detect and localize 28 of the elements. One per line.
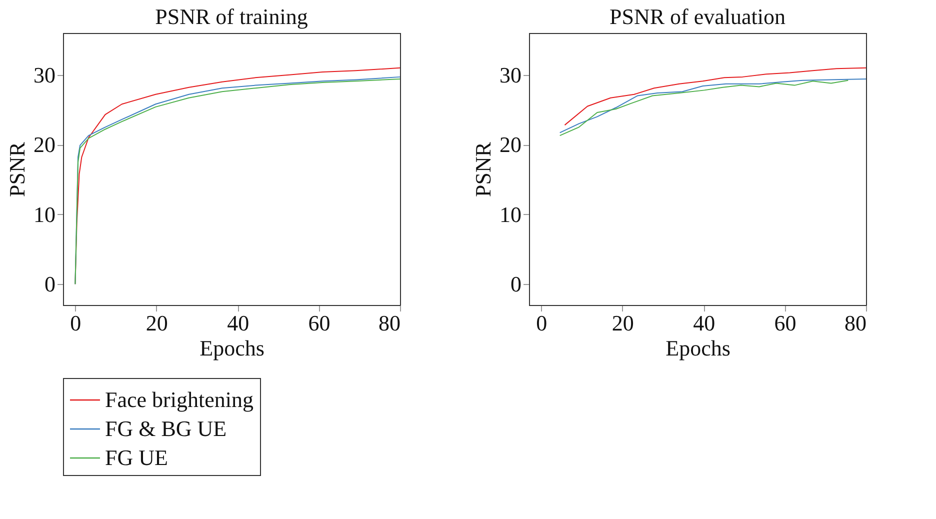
line-series [564, 67, 866, 126]
x-tick-label: 60 [774, 310, 796, 336]
x-axis-title: Epochs [200, 336, 264, 360]
x-tick-label: 80 [378, 310, 400, 336]
y-axis-title: PSNR [4, 142, 30, 198]
x-tick-label: 40 [693, 310, 716, 336]
x-tick-label: 0 [536, 310, 548, 336]
chart-title: PSNR of evaluation [610, 4, 786, 29]
x-axis-title: Epochs [666, 336, 730, 360]
y-tick-label: 20 [500, 132, 522, 158]
y-tick-label: 30 [500, 62, 522, 88]
y-axis-title: PSNR [470, 142, 496, 198]
x-tick-label: 80 [844, 310, 866, 336]
x-tick-label: 20 [146, 310, 168, 336]
y-tick-label: 30 [34, 62, 56, 88]
x-tick-label: 60 [308, 310, 330, 336]
x-tick-label: 0 [70, 310, 82, 336]
x-tick-label: 20 [612, 310, 634, 336]
y-tick-label: 10 [500, 202, 522, 227]
x-tick-label: 40 [227, 310, 250, 336]
legend-label: Face brightening [105, 387, 254, 412]
y-tick-label: 20 [34, 132, 56, 158]
y-tick-label: 0 [510, 272, 522, 297]
y-tick-label: 10 [34, 202, 56, 227]
y-tick-label: 0 [44, 272, 56, 297]
chart-title: PSNR of training [155, 4, 308, 29]
legend-label: FG & BG UE [105, 416, 227, 441]
legend-label: FG UE [105, 445, 168, 470]
